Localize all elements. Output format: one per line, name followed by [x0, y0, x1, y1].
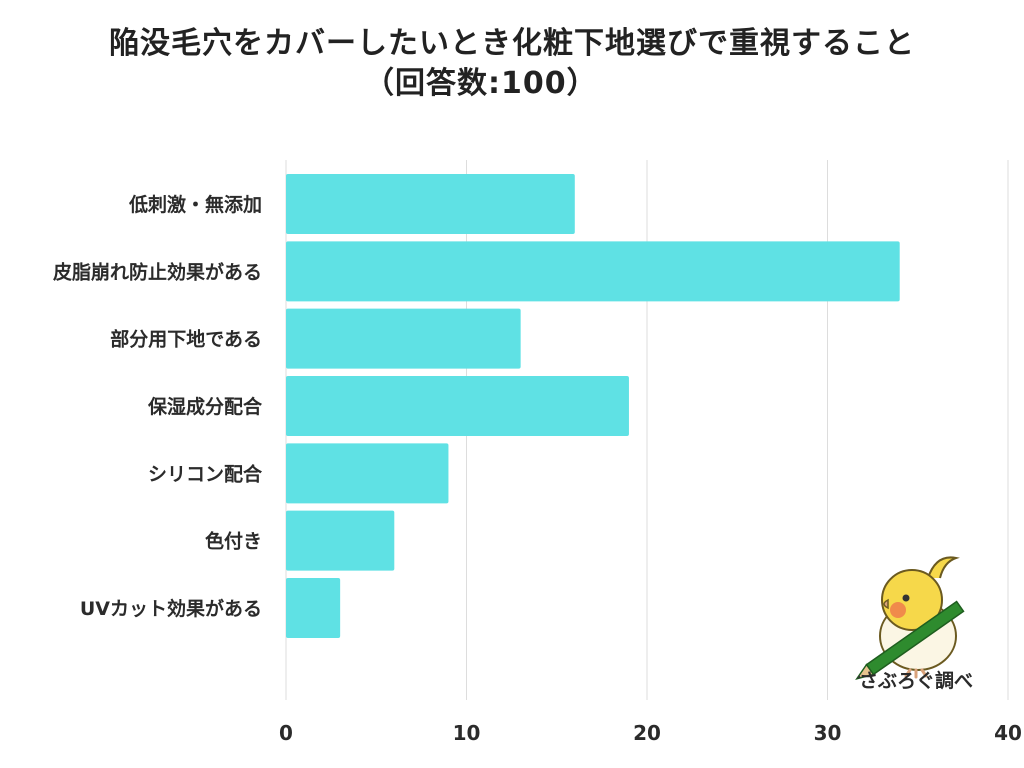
category-label: 保湿成分配合 [147, 395, 263, 418]
category-label: 低刺激・無添加 [128, 193, 262, 216]
bar [286, 443, 449, 504]
category-label: 色付き [205, 530, 262, 553]
source-credit: さぶろぐ調べ [858, 670, 973, 692]
category-label: シリコン配合 [148, 462, 263, 485]
chart-title-line2: （回答数:100） [364, 66, 598, 101]
bar [286, 375, 629, 436]
cockatiel-with-pencil-icon [855, 556, 965, 680]
category-label: 皮脂崩れ防止効果がある [53, 260, 262, 283]
bar [286, 241, 900, 302]
chart-title-line1: 陥没毛穴をカバーしたいとき化粧下地選びで重視すること [109, 26, 915, 61]
x-tick-label: 0 [279, 721, 293, 745]
category-label: UVカット効果がある [80, 597, 262, 620]
category-label: 部分用下地である [110, 328, 262, 351]
x-tick-label: 10 [453, 721, 481, 745]
bar [286, 510, 395, 571]
x-tick-label: 20 [633, 721, 661, 745]
x-tick-label: 40 [994, 721, 1022, 745]
category-labels: 低刺激・無添加皮脂崩れ防止効果がある部分用下地である保湿成分配合シリコン配合色付… [53, 193, 263, 620]
bar [286, 308, 521, 369]
x-tick-label: 30 [814, 721, 842, 745]
bar [286, 174, 575, 234]
x-tick-labels: 0 10 20 30 40 [279, 721, 1022, 745]
bar [286, 577, 341, 638]
chart-title: 陥没毛穴をカバーしたいとき化粧下地選びで重視すること （回答数:100） [0, 24, 1024, 104]
bars [286, 174, 900, 638]
